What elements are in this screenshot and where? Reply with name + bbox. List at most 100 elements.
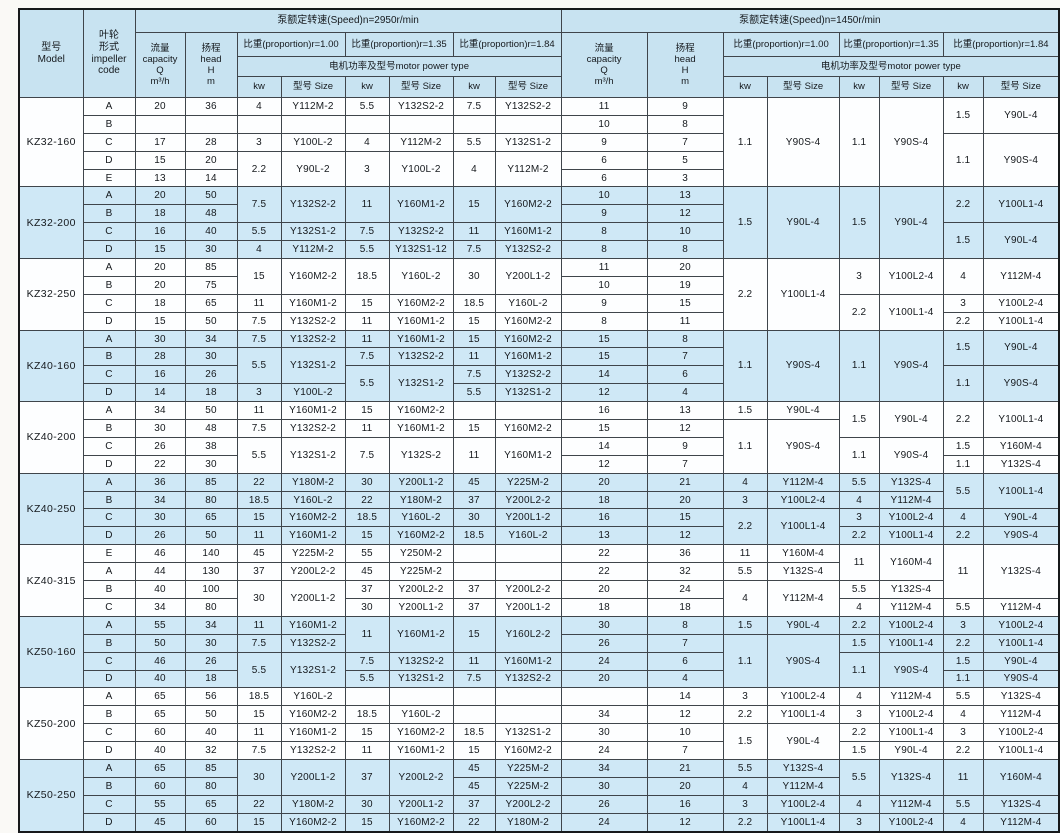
spec-cell: 30 xyxy=(344,472,390,492)
spec-cell: 10 xyxy=(646,723,724,743)
model-cell: KZ40-250 xyxy=(18,472,84,546)
spec-cell: Y132S-4 xyxy=(982,687,1060,707)
spec-cell: Y112M-2 xyxy=(494,150,562,188)
spec-cell: 5.5 xyxy=(838,580,880,599)
spec-cell: 2.2 xyxy=(722,812,768,833)
spec-cell: 9 xyxy=(646,436,724,456)
spec-cell: Y112M-4 xyxy=(766,580,840,617)
spec-cell: 36 xyxy=(134,472,186,492)
spec-cell: 15 xyxy=(236,705,282,725)
spec-cell: 6 xyxy=(560,150,648,170)
spec-cell: 24 xyxy=(560,651,648,671)
spec-cell: 12 xyxy=(646,204,724,224)
spec-cell: Y200L2-2 xyxy=(280,562,346,582)
spec-cell: 9 xyxy=(560,204,648,224)
spec-cell: Y100L1-4 xyxy=(982,186,1060,224)
spec-row: KZ40-200 A 34 50 11 Y160M1-2 15 Y160M2-2 16 13 1.5… xyxy=(18,401,1060,474)
spec-row: B 40 100 30 Y200L1-2 37 Y200L2-2 37 Y200L2-2 20 24… xyxy=(19,580,1059,617)
spec-cell: 65 xyxy=(184,508,238,528)
spec-cell: 34 xyxy=(134,401,186,421)
spec-cell: 45 xyxy=(452,776,496,796)
spec-cell: 37 xyxy=(344,580,390,599)
spec-cell: 3 xyxy=(236,132,282,152)
spec-cell: 15 xyxy=(560,329,648,349)
spec-cell: Y112M-4 xyxy=(878,794,944,814)
spec-cell: 11 xyxy=(344,329,390,349)
spec-cell: 8 xyxy=(646,114,724,134)
impeller-cell: A xyxy=(82,472,136,492)
spec-cell: Y132S1-2 xyxy=(494,383,562,403)
spec-cell: 80 xyxy=(184,597,238,617)
spec-cell: 2.2 xyxy=(838,615,880,635)
spec-cell: Y225M-2 xyxy=(494,758,562,778)
spec-cell: 22 xyxy=(560,562,648,582)
spec-cell: 1.5 xyxy=(942,329,984,367)
spec-cell: 3 xyxy=(942,293,984,313)
model-cell: KZ32-200 xyxy=(18,186,84,260)
spec-cell xyxy=(494,114,562,134)
spec-cell: 36 xyxy=(646,544,724,564)
spec-cell: 12 xyxy=(646,526,724,546)
spec-cell: Y160M1-2 xyxy=(494,436,562,474)
spec-cell: 50 xyxy=(184,311,238,331)
impeller-cell: B xyxy=(82,580,136,599)
spec-cell: 15 xyxy=(646,293,724,313)
spec-cell: 50 xyxy=(184,705,238,725)
impeller-cell: D xyxy=(82,741,136,760)
spec-row: C 30 65 15 Y160M2-2 18.5 Y160L-2 30 Y200L1-2 16 15… xyxy=(19,508,1060,546)
impeller-cell: A xyxy=(82,615,136,635)
spec-cell: 75 xyxy=(184,275,238,295)
spec-cell: Y90L-4 xyxy=(766,401,840,421)
spec-cell: 11 xyxy=(236,526,282,546)
spec-cell: Y100L2-4 xyxy=(982,723,1060,743)
spec-cell: 130 xyxy=(184,562,238,582)
spec-cell: 3 xyxy=(236,383,282,403)
spec-cell: Y90L-4 xyxy=(982,222,1060,260)
impeller-cell: C xyxy=(82,222,136,242)
table-header: 型号 Model 叶轮 形式 impeller code 泵额定转速(Speed… xyxy=(18,8,1060,98)
spec-cell: Y160M-4 xyxy=(878,544,944,582)
spec-cell xyxy=(452,562,496,582)
spec-cell: 6 xyxy=(646,651,724,671)
spec-cell: 11 xyxy=(344,419,390,438)
spec-cell: 46 xyxy=(134,544,186,564)
header-model: 型号 Model xyxy=(18,8,84,98)
spec-cell: Y160M1-2 xyxy=(280,723,346,743)
spec-cell: 2.2 xyxy=(838,526,880,546)
spec-cell: 18.5 xyxy=(344,508,390,528)
spec-cell: 3 xyxy=(722,794,768,814)
spec-cell: 80 xyxy=(184,776,238,796)
spec-cell: Y160M1-2 xyxy=(494,651,562,671)
spec-cell: 5.5 xyxy=(452,132,496,152)
spec-row: C 46 26 5.5 Y132S1-2 7.5 Y132S2-2 11 Y160M1-2 24 6… xyxy=(19,651,1060,689)
model-cell: KZ40-315 xyxy=(18,544,84,617)
header-proportion-135-2950: 比重(proportion)r=1.35 xyxy=(344,32,454,57)
spec-cell: 5.5 xyxy=(452,383,496,403)
spec-cell: 1.1 xyxy=(722,419,768,474)
spec-cell: 9 xyxy=(560,293,648,313)
spec-cell: Y200L2-2 xyxy=(388,580,454,599)
spec-cell: 85 xyxy=(184,258,238,277)
model-cell: KZ40-160 xyxy=(18,329,84,403)
spec-cell: 5.5 xyxy=(942,472,984,510)
spec-cell: 28 xyxy=(134,347,186,367)
spec-cell: 22 xyxy=(560,544,648,564)
spec-cell: 4 xyxy=(646,383,724,403)
spec-cell: 24 xyxy=(646,580,724,599)
spec-row: KZ32-200 A 20 50 7.5 Y132S2-2 11 Y160M1-2 15 Y160… xyxy=(18,186,1060,260)
spec-cell: 48 xyxy=(184,419,238,438)
spec-cell: 40 xyxy=(134,741,186,760)
spec-cell: 22 xyxy=(134,454,186,474)
spec-cell: 2.2 xyxy=(942,311,984,331)
spec-cell: Y132S1-2 xyxy=(494,723,562,743)
spec-cell: Y90L-4 xyxy=(766,186,840,260)
spec-cell: 30 xyxy=(560,615,648,635)
impeller-cell: D xyxy=(82,669,136,689)
spec-cell: 5.5 xyxy=(942,794,984,814)
spec-cell xyxy=(184,114,238,134)
spec-cell: Y132S1-12 xyxy=(388,240,454,260)
impeller-cell: A xyxy=(82,97,136,116)
spec-cell: 8 xyxy=(646,240,724,260)
spec-cell: 6 xyxy=(560,168,648,188)
spec-row: C 16 40 5.5 Y132S1-2 7.5 Y132S2-2 11 Y160M1-2 8 10… xyxy=(19,222,1060,260)
